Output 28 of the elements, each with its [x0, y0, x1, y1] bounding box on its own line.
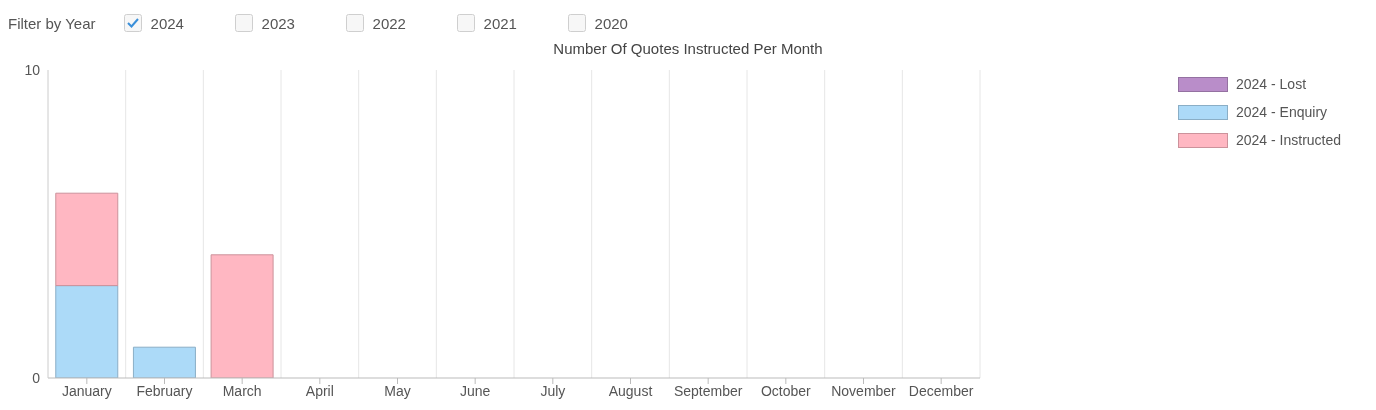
bar	[210, 254, 274, 378]
bar	[55, 192, 119, 287]
x-tick-label: May	[384, 382, 411, 399]
y-tick-label: 10	[24, 61, 41, 78]
x-tick-label: July	[540, 382, 566, 399]
text: 2021	[483, 14, 517, 32]
legend-label: 2024 - Enquiry	[1236, 104, 1328, 120]
bar	[55, 285, 119, 378]
x-tick-label: April	[305, 382, 334, 399]
x-tick-label: June	[459, 382, 491, 399]
y-tick-label: 0	[32, 369, 41, 386]
legend-label: 2024 - Instructed	[1236, 132, 1342, 148]
bar	[132, 346, 196, 378]
legend-label: 2024 - Lost	[1236, 76, 1307, 92]
chart-title: Number Of Quotes Instructed Per Month	[552, 39, 824, 59]
x-tick-label: December	[908, 382, 974, 399]
x-tick-label: January	[61, 382, 112, 399]
x-tick-label: September	[673, 382, 743, 399]
x-tick-label: March	[222, 382, 262, 399]
text: 2024	[150, 14, 184, 32]
text: 2023	[261, 14, 295, 32]
text: 2020	[594, 14, 628, 32]
x-tick-label: October	[760, 382, 812, 399]
text: Filter by Year	[8, 14, 96, 32]
x-tick-label: November	[831, 382, 897, 399]
x-tick-label: February	[136, 382, 193, 399]
x-tick-label: August	[608, 382, 653, 399]
text: 2022	[372, 14, 406, 32]
